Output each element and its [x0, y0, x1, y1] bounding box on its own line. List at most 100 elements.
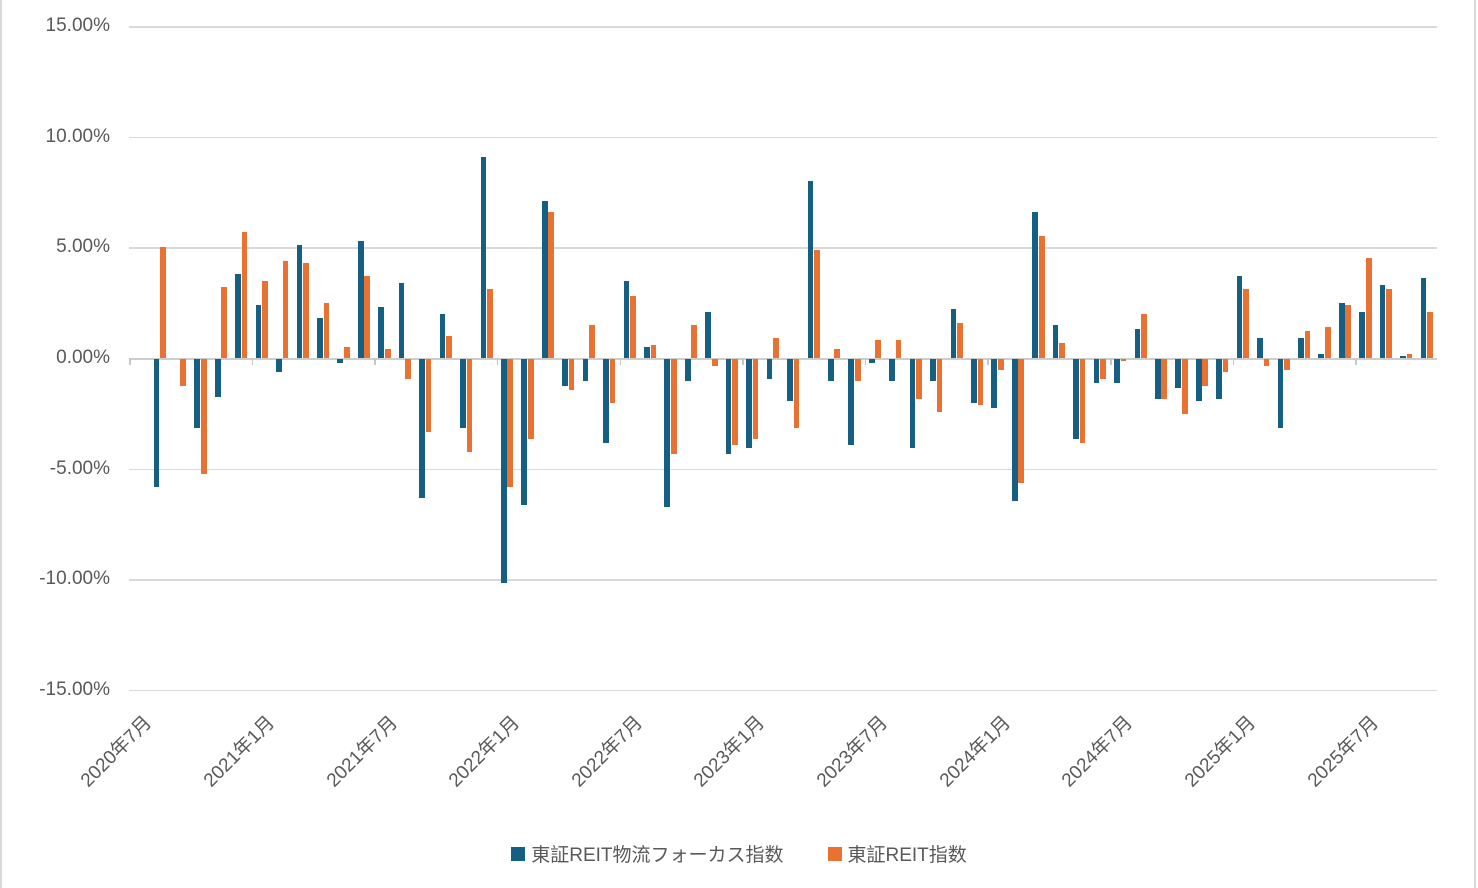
bar-reit-index [1038, 236, 1045, 358]
bar-reit-index [957, 322, 963, 358]
bar-reit-index [630, 296, 636, 358]
axis-tick [1110, 358, 1112, 365]
bar-reit-index [1365, 258, 1372, 358]
bar-logistics-index [153, 359, 160, 488]
bar-reit-index [1141, 313, 1147, 358]
bar-logistics-index [848, 359, 855, 446]
axis-tick [864, 358, 867, 365]
legend: 東証REIT物流フォーカス指数 東証REIT指数 [0, 840, 1478, 867]
y-tick-label: -10.00% [39, 568, 110, 590]
x-tick-label: 2024年1月 [935, 712, 1015, 792]
bar-reit-index [916, 359, 922, 399]
bar-logistics-index [991, 359, 998, 408]
bar-reit-index [875, 340, 882, 358]
axis-tick [742, 358, 744, 365]
bar-logistics-index [909, 359, 916, 448]
bar-logistics-index [1216, 359, 1222, 399]
bar-reit-index [1161, 359, 1168, 399]
axis-tick [619, 358, 621, 365]
bar-logistics-index [1359, 311, 1366, 358]
y-tick-label: 5.00% [56, 236, 110, 258]
axis-tick [129, 358, 131, 365]
bar-logistics-index [1052, 324, 1059, 358]
bar-reit-index [793, 359, 800, 428]
axis-tick [251, 358, 254, 365]
bar-reit-index [568, 359, 575, 390]
x-tick-label: 2023年1月 [690, 712, 770, 792]
bar-reit-index [241, 231, 248, 358]
legend-label-logistics-index: 東証REIT物流フォーカス指数 [531, 845, 784, 866]
bar-logistics-index [1318, 353, 1325, 358]
bar-reit-index [1202, 359, 1209, 386]
bar-reit-index [1284, 359, 1290, 371]
bar-logistics-index [746, 359, 752, 448]
bar-logistics-index [296, 245, 303, 358]
bar-logistics-index [623, 280, 630, 358]
axis-tick [1355, 358, 1357, 365]
gridline [129, 247, 1437, 249]
bar-logistics-index [827, 359, 834, 382]
bar-reit-index [1222, 359, 1229, 373]
bar-logistics-index [500, 359, 507, 583]
bar-logistics-index [868, 359, 875, 364]
y-tick-label: -15.00% [39, 678, 110, 700]
bar-logistics-index [950, 309, 957, 358]
window-right-edge-line [1474, 0, 1476, 888]
bar-reit-index [262, 280, 268, 358]
bar-reit-index [1345, 304, 1352, 358]
bar-logistics-index [1195, 359, 1202, 402]
x-tick-label: 2025年1月 [1180, 712, 1260, 792]
bar-reit-index [1324, 327, 1331, 358]
bar-reit-index [364, 276, 371, 358]
bar-reit-index [732, 359, 738, 446]
legend-label-reit-index: 東証REIT指数 [847, 845, 967, 866]
bar-reit-index [1059, 342, 1065, 358]
bar-reit-index [752, 359, 759, 439]
x-tick-label: 2022年7月 [567, 712, 647, 792]
bar-logistics-index [460, 359, 466, 428]
bar-reit-index [1120, 359, 1127, 362]
bar-logistics-index [317, 318, 323, 358]
bar-reit-index [200, 359, 207, 475]
y-tick-label: -5.00% [49, 457, 110, 479]
window-left-edge-line [0, 0, 2, 888]
bar-reit-index [773, 338, 779, 358]
bar-reit-index [405, 359, 411, 379]
legend-item-reit-index: 東証REIT指数 [827, 840, 967, 867]
x-tick-label: 2024年7月 [1058, 712, 1138, 792]
bar-logistics-index [1420, 278, 1427, 358]
bar-logistics-index [1298, 338, 1304, 358]
bar-logistics-index [1032, 211, 1039, 358]
bar-reit-index [1304, 331, 1311, 358]
bar-reit-index [977, 359, 984, 406]
axis-tick [496, 358, 499, 365]
gridline [129, 579, 1437, 581]
bar-reit-index [507, 359, 514, 488]
bar-reit-index [466, 359, 473, 452]
x-tick-label: 2020年7月 [77, 712, 157, 792]
bar-reit-index [160, 247, 166, 358]
y-tick-label: 15.00% [45, 15, 110, 37]
bar-logistics-index [684, 359, 691, 382]
bar-logistics-index [357, 240, 364, 358]
bar-reit-index [221, 287, 228, 358]
bar-logistics-index [378, 307, 385, 358]
bar-logistics-index [1400, 355, 1406, 358]
bar-logistics-index [337, 359, 344, 364]
bar-reit-index [609, 359, 616, 404]
bar-reit-index [323, 302, 330, 358]
bar-logistics-index [1338, 302, 1345, 358]
bar-logistics-index [705, 311, 712, 358]
x-tick-label: 2022年1月 [445, 712, 525, 792]
bar-logistics-index [194, 359, 201, 428]
x-tick-label: 2021年1月 [199, 712, 279, 792]
bar-logistics-index [1073, 359, 1079, 439]
bar-logistics-index [419, 359, 425, 499]
bar-logistics-index [255, 304, 262, 358]
bar-logistics-index [766, 359, 773, 379]
gridline [129, 26, 1437, 28]
x-tick-label: 2021年7月 [322, 712, 402, 792]
legend-item-logistics-index: 東証REIT物流フォーカス指数 [511, 840, 784, 867]
bar-logistics-index [541, 200, 548, 358]
